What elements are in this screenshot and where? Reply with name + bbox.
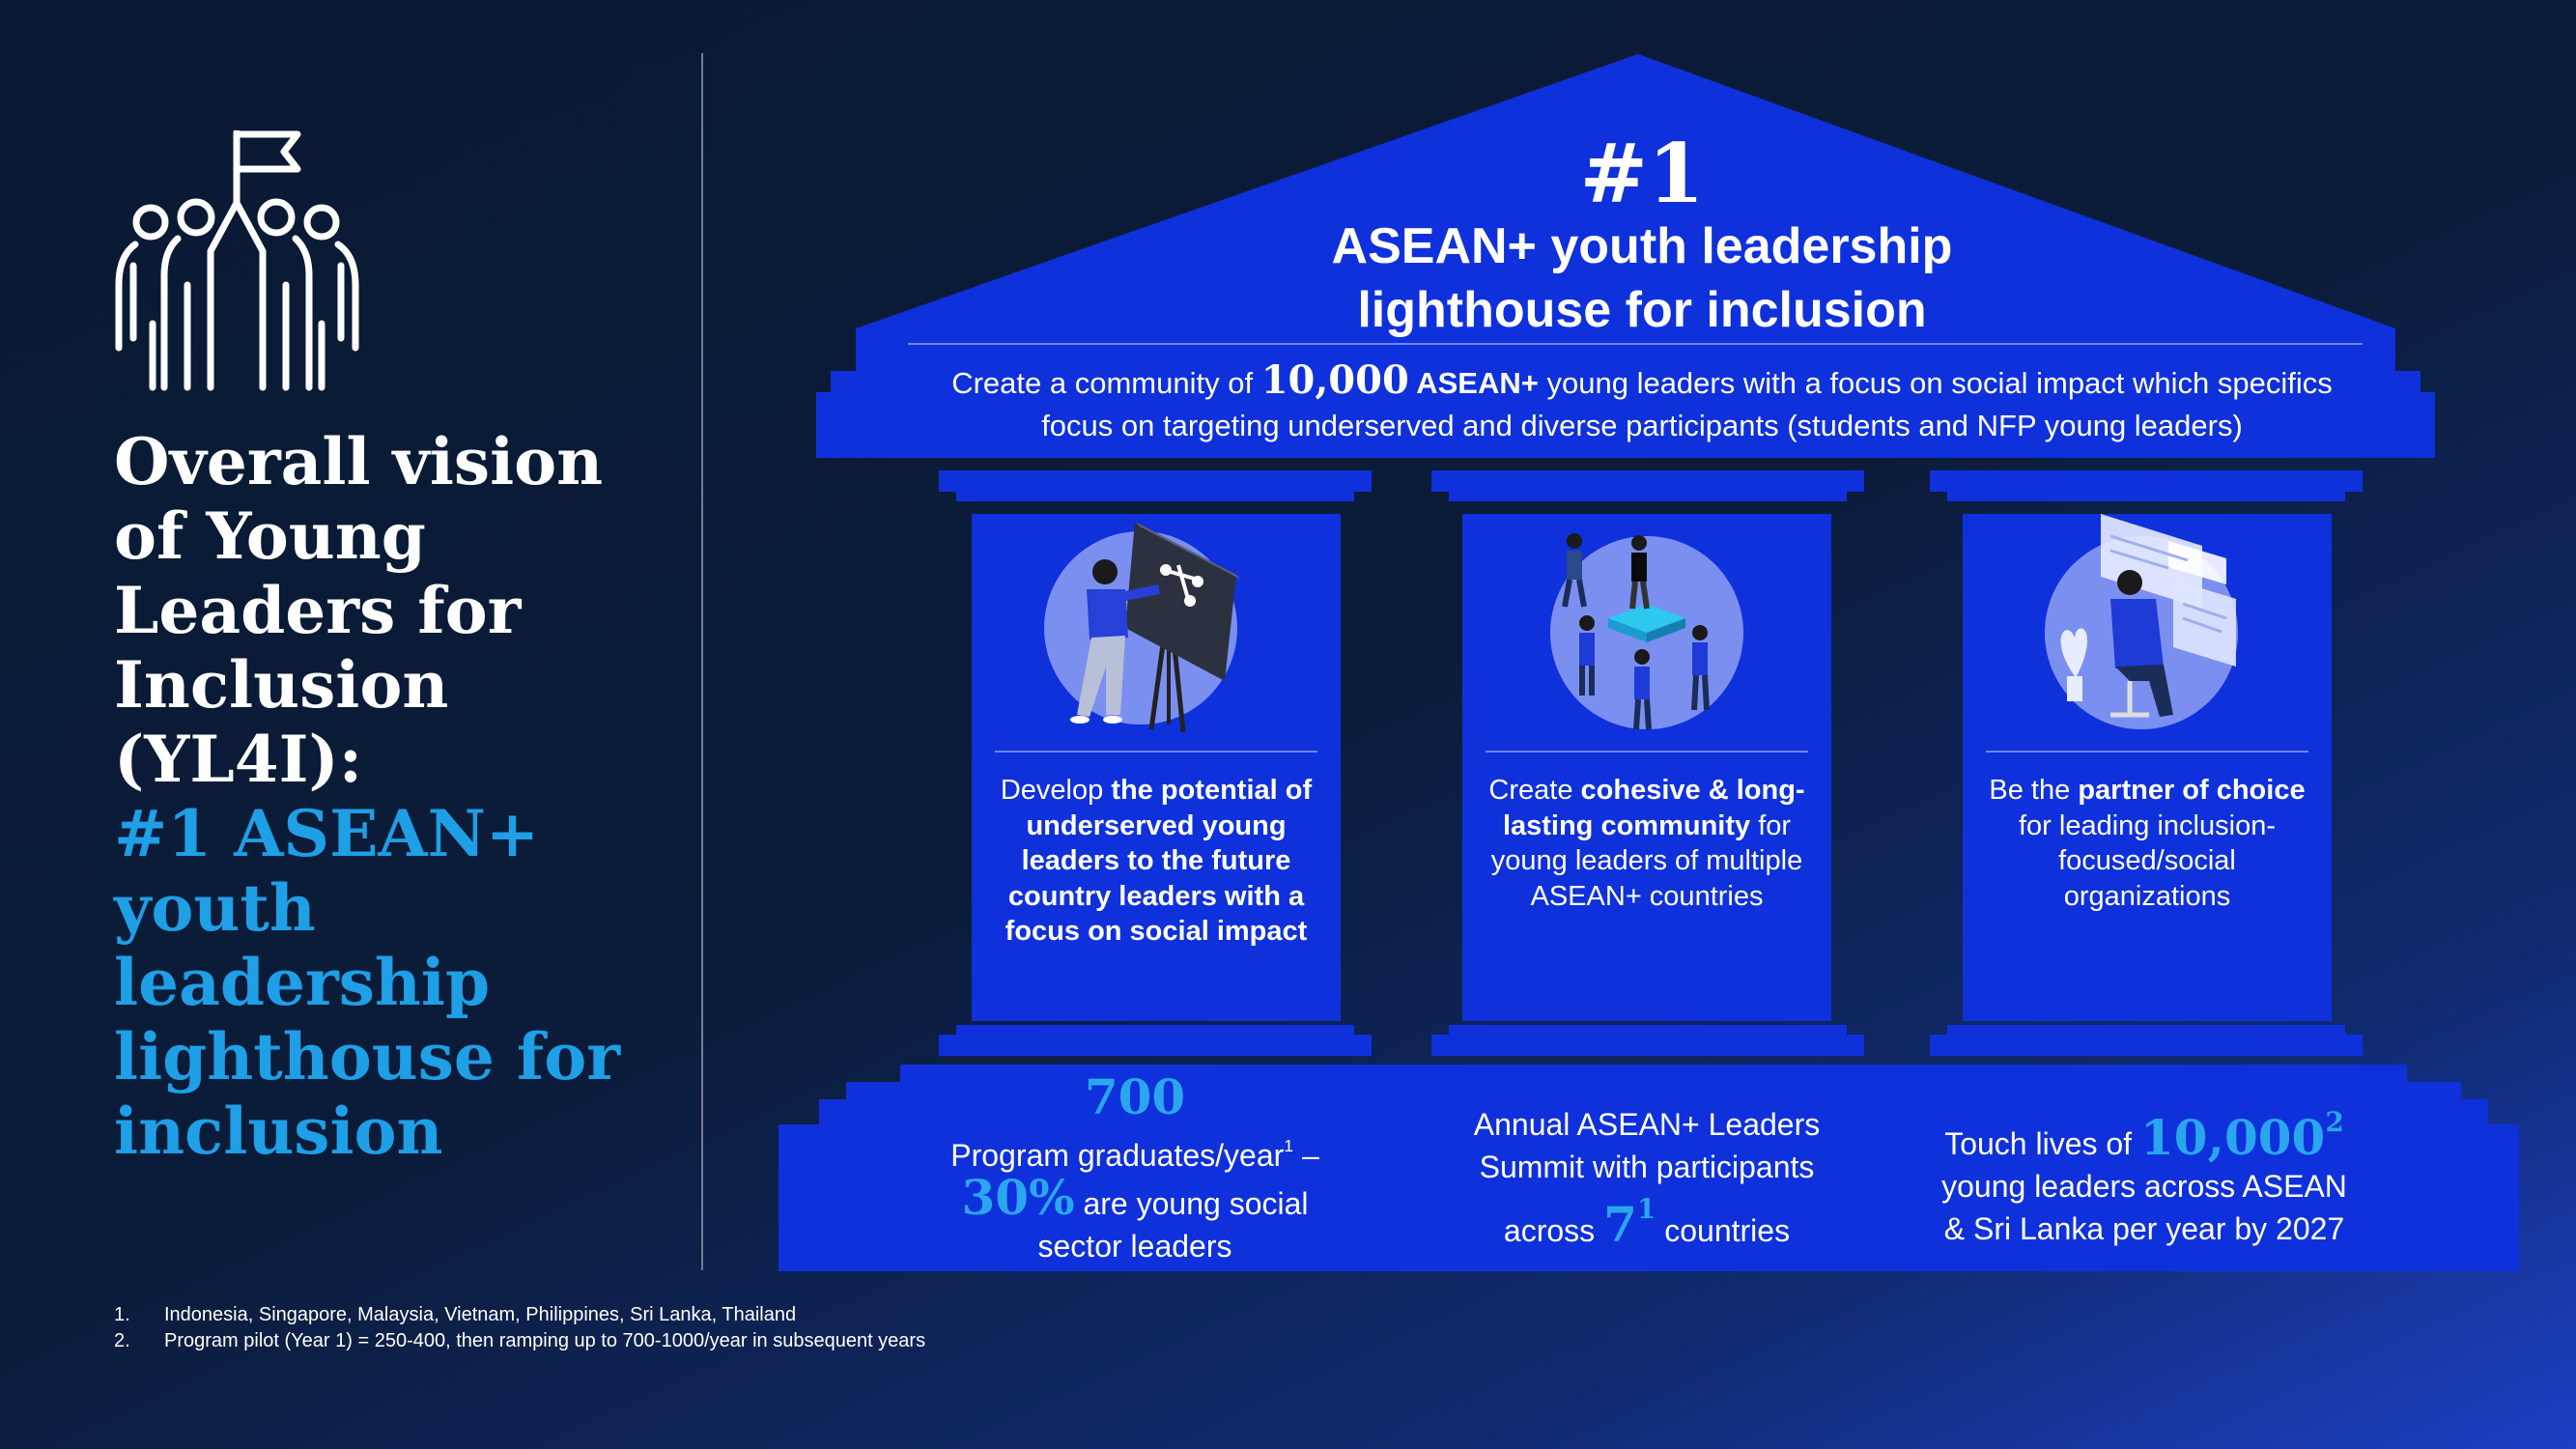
pillar-plain: Develop [1000, 775, 1112, 806]
graduates-number: 700 [1084, 1068, 1186, 1125]
vision-line-1: Create a community of 10,000 ASEAN+ youn… [840, 359, 2444, 405]
roof [856, 54, 2395, 328]
base-step-3 [819, 1099, 2488, 1124]
pillar-bold: partner of choice [2078, 775, 2306, 806]
step-line: Touch lives of 10,0002 [1893, 1101, 2395, 1165]
pillar-plain: Be the [1989, 775, 2079, 806]
pillar-capital [956, 492, 1354, 501]
title-line: of Young [114, 498, 426, 574]
step-text: countries [1656, 1212, 1791, 1248]
team-building-icon [1550, 533, 1743, 730]
step-line: young leaders across ASEAN [1941, 1168, 2347, 1204]
footnote-ref: 2 [2325, 1106, 2344, 1138]
pillar-2-text: Create cohesive & long-lasting community… [1473, 773, 1821, 914]
footnote-ref: 1 [1636, 1193, 1656, 1225]
footnote-text: Program pilot (Year 1) = 250-400, then r… [164, 1330, 926, 1351]
step-line: & Sri Lanka per year by 2027 [1943, 1210, 2345, 1246]
left-title: Overall vision of Young Leaders for Incl… [114, 425, 655, 1169]
step-text: Program graduates/year [950, 1137, 1285, 1173]
title-line: Inclusion [114, 647, 449, 723]
title-line: (YL4I): [114, 722, 363, 797]
step-line: sector leaders [1037, 1228, 1232, 1264]
title-line: Leaders for [114, 573, 522, 648]
step-1-text: 700 Program graduates/year1 – 30% are yo… [889, 1070, 1381, 1267]
footnote-ref: 1 [1284, 1136, 1294, 1155]
teacher-at-board-icon [1044, 522, 1241, 733]
step-3-text: Touch lives of 10,0002 young leaders acr… [1893, 1101, 2395, 1250]
pillar-base [1947, 1025, 2345, 1035]
subtitle-line: #1 ASEAN+ [114, 796, 540, 871]
pillar-capital [1947, 492, 2345, 501]
pillar-bold: cohesive & long-lasting community [1502, 775, 1805, 841]
pillar-capital [1930, 470, 2363, 492]
footnote-text: Indonesia, Singapore, Malaysia, Vietnam,… [164, 1304, 797, 1325]
subtitle-line: inclusion [114, 1094, 443, 1169]
pillar-capital [1431, 470, 1864, 492]
vertical-divider [701, 53, 703, 1270]
pillar-bold: the potential of underserved young leade… [1005, 775, 1313, 947]
leaders-with-flag-icon [115, 130, 359, 391]
pillar-plain: for young leaders of multiple ASEAN+ cou… [1490, 810, 1803, 912]
base-step-2 [846, 1082, 2461, 1099]
roof-step-1 [856, 328, 2395, 371]
step-text: – [1293, 1137, 1319, 1173]
roof-step-3 [816, 392, 2435, 458]
title-line: Overall vision [114, 424, 604, 499]
step-line: Annual ASEAN+ Leaders [1473, 1107, 1821, 1142]
subtitle-line: lighthouse for [114, 1019, 621, 1094]
vision-statement: Create a community of 10,000 ASEAN+ youn… [840, 359, 2444, 447]
step-line: across 71 countries [1401, 1188, 1893, 1252]
footnote-row: 1. Indonesia, Singapore, Malaysia, Vietna… [114, 1302, 925, 1328]
percent-number: 30% [961, 1168, 1075, 1226]
footnote-row: 2. Program pilot (Year 1) = 250-400, then… [114, 1328, 925, 1354]
step-text: Touch lives of [1944, 1125, 2140, 1161]
vision-post: young leaders with a focus on social imp… [1538, 366, 2333, 400]
lives-number: 10,000 [2139, 1108, 2326, 1166]
pillar-base [1431, 1035, 1864, 1056]
step-line: Program graduates/year1 – [889, 1124, 1381, 1177]
step-text: across [1503, 1212, 1604, 1248]
roof-title-line: ASEAN+ youth leadership [1331, 218, 1953, 274]
base-step-4 [778, 1124, 2519, 1271]
step-text: are young social [1074, 1185, 1309, 1221]
countries-number: 7 [1603, 1195, 1637, 1253]
rank-number: #1 [1579, 126, 1705, 221]
pillar-base [1930, 1035, 2363, 1056]
roof-title-line: lighthouse for inclusion [1357, 282, 1927, 338]
pillar-base [956, 1025, 1354, 1035]
analyst-at-screen-icon [2045, 514, 2238, 729]
pillar-capital [939, 470, 1372, 492]
roof-title: ASEAN+ youth leadership lighthouse for i… [1207, 214, 2077, 342]
roof-step-2 [831, 371, 2420, 392]
pillar-plain: for leading inclusion-focused/social org… [2019, 810, 2276, 912]
pillar-plain: Create [1488, 775, 1581, 806]
vision-bold: ASEAN+ [1408, 366, 1539, 400]
pillar-capital [1449, 492, 1847, 501]
subtitle-line: youth [114, 870, 316, 946]
step-line: Summit with participants [1479, 1150, 1815, 1184]
base-step-1 [900, 1065, 2407, 1082]
vision-line-2: focus on targeting underserved and diver… [1041, 409, 2243, 442]
footnote-number: 1. [114, 1304, 130, 1325]
pillar-1-text: Develop the potential of underserved you… [982, 773, 1330, 950]
pillar-3-text: Be the partner of choice for leading inc… [1973, 773, 2321, 914]
footnotes: 1. Indonesia, Singapore, Malaysia, Vietna… [114, 1302, 925, 1354]
vision-number: 10,000 [1260, 357, 1409, 403]
pillar-base [1449, 1025, 1847, 1035]
footnote-number: 2. [114, 1330, 130, 1351]
step-2-text: Annual ASEAN+ Leaders Summit with partic… [1401, 1103, 1893, 1252]
subtitle-line: leadership [114, 945, 491, 1020]
step-line: 30% are young social [889, 1173, 1381, 1225]
vision-pre: Create a community of [951, 366, 1261, 400]
pillar-base [939, 1035, 1372, 1056]
